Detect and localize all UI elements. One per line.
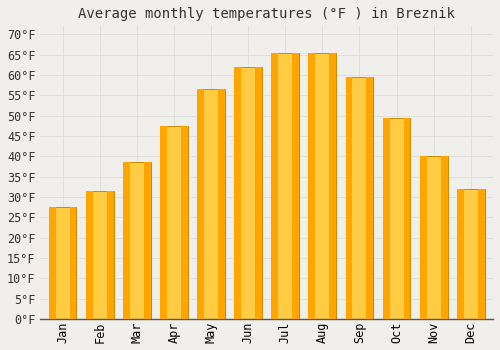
Title: Average monthly temperatures (°F ) in Breznik: Average monthly temperatures (°F ) in Br… <box>78 7 455 21</box>
Bar <box>48 207 56 319</box>
Bar <box>440 156 448 319</box>
Bar <box>346 77 352 319</box>
Bar <box>48 207 76 319</box>
Bar <box>308 53 336 319</box>
Bar <box>404 118 410 319</box>
Bar <box>123 162 150 319</box>
Bar <box>86 191 114 319</box>
Bar <box>457 189 484 319</box>
Bar <box>144 162 150 319</box>
Bar <box>160 126 188 319</box>
Bar <box>457 189 464 319</box>
Bar <box>218 89 225 319</box>
Bar <box>366 77 374 319</box>
Bar <box>106 191 114 319</box>
Bar <box>420 156 448 319</box>
Bar <box>272 53 278 319</box>
Bar <box>308 53 316 319</box>
Bar <box>70 207 76 319</box>
Bar <box>160 126 167 319</box>
Bar <box>234 67 241 319</box>
Bar <box>181 126 188 319</box>
Bar <box>272 53 299 319</box>
Bar <box>255 67 262 319</box>
Bar <box>197 89 225 319</box>
Bar <box>382 118 410 319</box>
Bar <box>382 118 390 319</box>
Bar <box>197 89 204 319</box>
Bar <box>234 67 262 319</box>
Bar <box>86 191 92 319</box>
Bar <box>420 156 426 319</box>
Bar <box>292 53 299 319</box>
Bar <box>478 189 484 319</box>
Bar <box>346 77 374 319</box>
Bar <box>330 53 336 319</box>
Bar <box>123 162 130 319</box>
